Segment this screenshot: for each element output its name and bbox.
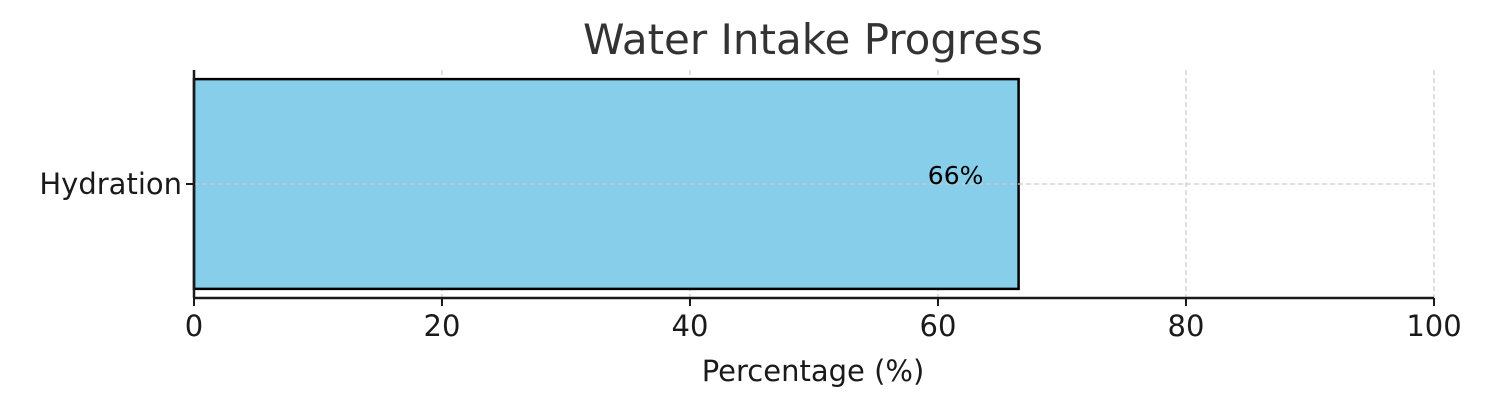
x-tick-label: 60 (920, 309, 957, 343)
x-tick-label: 40 (672, 309, 709, 343)
chart-title: Water Intake Progress (583, 15, 1043, 64)
data-labels: 66% (928, 161, 984, 190)
bars (192, 77, 1434, 291)
x-tick-label: 80 (1168, 309, 1205, 343)
x-tick-label: 100 (1406, 309, 1461, 343)
x-tick-label: 0 (185, 309, 203, 343)
ticks: 0 20 40 60 80 100 Hydration (39, 167, 1461, 343)
x-axis-label: Percentage (%) (702, 354, 925, 388)
y-tick-label: Hydration (39, 167, 182, 201)
x-tick-label: 20 (424, 309, 461, 343)
data-label: 66% (928, 161, 984, 190)
